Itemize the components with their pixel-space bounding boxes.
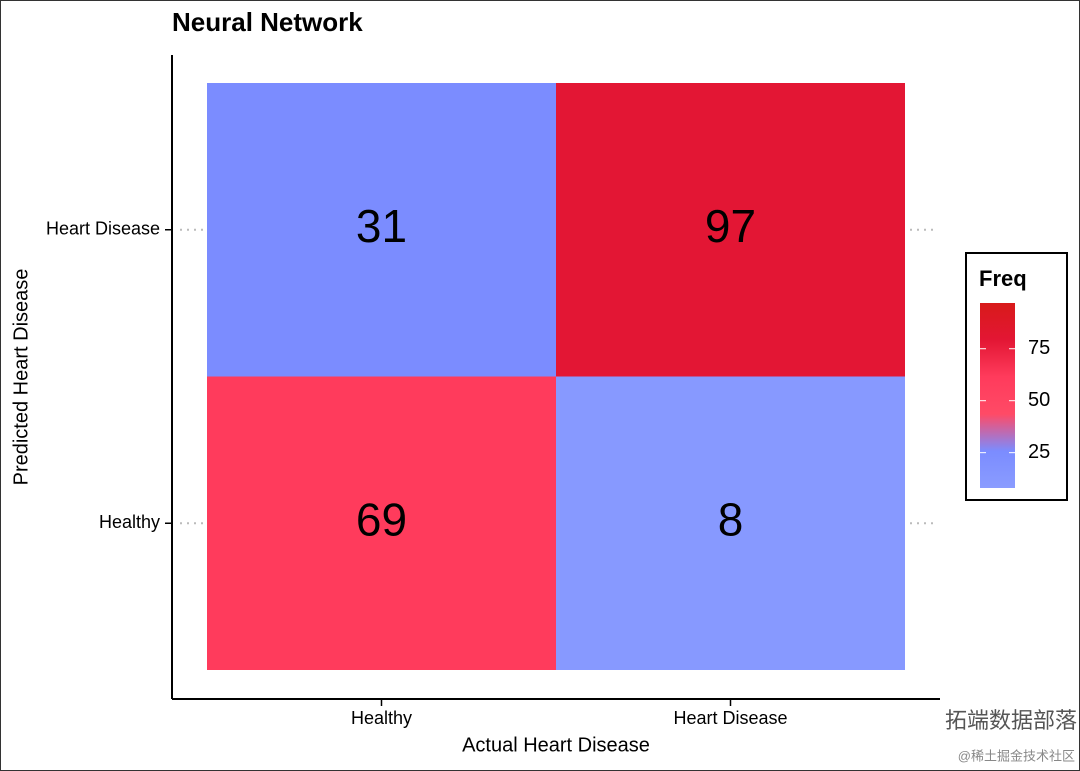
heatmap-cell (556, 83, 905, 377)
y-tick-label: Heart Disease (46, 219, 160, 239)
cells: 69 8 31 97 (207, 83, 905, 670)
watermark-sub: @稀土掘金技术社区 (958, 748, 1075, 763)
colorbar (980, 303, 1015, 488)
cell-label: 97 (705, 200, 756, 252)
heatmap-cell (207, 83, 556, 377)
x-axis-label: Actual Heart Disease (462, 734, 650, 756)
watermark: 拓端数据部落 (945, 708, 1077, 733)
y-tick-label: Healthy (99, 512, 160, 532)
heatmap-cell (556, 376, 905, 670)
colorbar-tick-label: 75 (1028, 337, 1050, 359)
colorbar-tick-label: 50 (1028, 389, 1050, 411)
colorbar-tick-label: 25 (1028, 441, 1050, 463)
x-tick-label: Healthy (351, 708, 412, 728)
cell-label: 8 (718, 493, 744, 545)
chart-title: Neural Network (172, 7, 363, 37)
x-tick-label: Heart Disease (673, 708, 787, 728)
legend-title: Freq (979, 266, 1027, 291)
cell-label: 31 (356, 200, 407, 252)
cell-label: 69 (356, 493, 407, 545)
heatmap-cell (207, 376, 556, 670)
y-axis-label: Predicted Heart Disease (10, 269, 32, 486)
